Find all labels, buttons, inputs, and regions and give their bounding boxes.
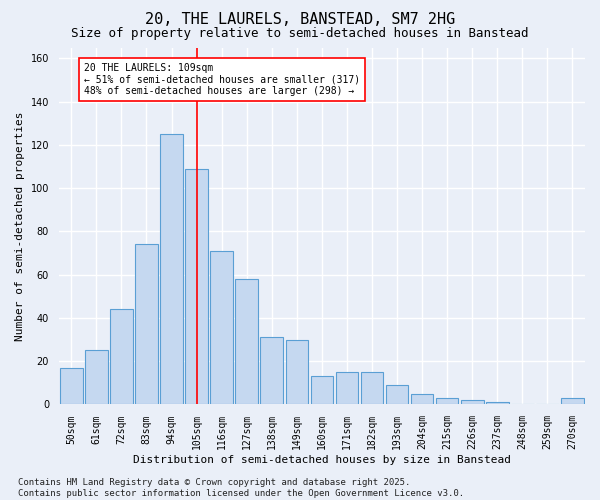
Text: 20, THE LAURELS, BANSTEAD, SM7 2HG: 20, THE LAURELS, BANSTEAD, SM7 2HG [145, 12, 455, 28]
Text: Size of property relative to semi-detached houses in Banstead: Size of property relative to semi-detach… [71, 28, 529, 40]
Bar [85, 350, 107, 405]
X-axis label: Distribution of semi-detached houses by size in Banstead: Distribution of semi-detached houses by … [133, 455, 511, 465]
Bar [286, 340, 308, 404]
Bar [185, 168, 208, 404]
Bar [461, 400, 484, 404]
Bar [335, 372, 358, 404]
Bar [235, 279, 258, 404]
Bar [361, 372, 383, 404]
Bar [135, 244, 158, 404]
Bar [411, 394, 433, 404]
Text: Contains HM Land Registry data © Crown copyright and database right 2025.
Contai: Contains HM Land Registry data © Crown c… [18, 478, 464, 498]
Bar [436, 398, 458, 404]
Text: 20 THE LAURELS: 109sqm
← 51% of semi-detached houses are smaller (317)
48% of se: 20 THE LAURELS: 109sqm ← 51% of semi-det… [84, 62, 360, 96]
Bar [486, 402, 509, 404]
Bar [311, 376, 333, 404]
Bar [60, 368, 83, 405]
Bar [561, 398, 584, 404]
Bar [110, 310, 133, 404]
Bar [260, 338, 283, 404]
Bar [386, 385, 409, 404]
Y-axis label: Number of semi-detached properties: Number of semi-detached properties [15, 111, 25, 340]
Bar [160, 134, 183, 404]
Bar [211, 251, 233, 404]
